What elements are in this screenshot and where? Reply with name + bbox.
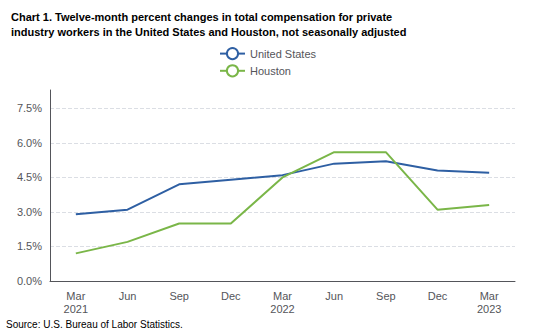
svg-text:4.5%: 4.5%: [17, 171, 42, 183]
svg-text:United States: United States: [250, 48, 317, 60]
svg-text:Sep: Sep: [169, 290, 189, 302]
svg-text:Source: U.S. Bureau of Labor S: Source: U.S. Bureau of Labor Statistics.: [6, 319, 183, 330]
svg-text:Mar: Mar: [480, 290, 499, 302]
svg-text:Dec: Dec: [221, 290, 241, 302]
svg-text:Mar: Mar: [273, 290, 292, 302]
svg-text:Mar: Mar: [66, 290, 85, 302]
svg-text:2022: 2022: [270, 303, 294, 315]
svg-text:2021: 2021: [64, 303, 88, 315]
svg-text:6.0%: 6.0%: [17, 137, 42, 149]
svg-text:Jun: Jun: [119, 290, 137, 302]
svg-text:0.0%: 0.0%: [17, 275, 42, 287]
svg-text:industry workers in the United: industry workers in the United States an…: [11, 26, 406, 38]
svg-text:7.5%: 7.5%: [17, 102, 42, 114]
svg-text:Sep: Sep: [376, 290, 396, 302]
svg-text:Dec: Dec: [428, 290, 448, 302]
svg-text:Chart 1. Twelve-month percent: Chart 1. Twelve-month percent changes in…: [11, 11, 392, 23]
svg-text:2023: 2023: [477, 303, 501, 315]
svg-text:1.5%: 1.5%: [17, 240, 42, 252]
svg-text:Jun: Jun: [325, 290, 343, 302]
svg-text:3.0%: 3.0%: [17, 206, 42, 218]
svg-text:Houston: Houston: [250, 65, 291, 77]
